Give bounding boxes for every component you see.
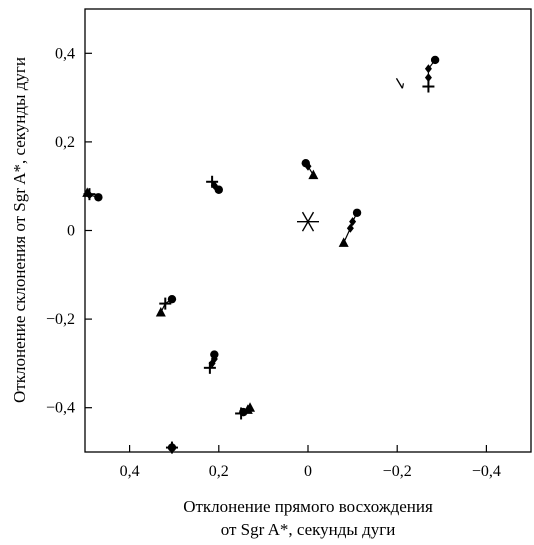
diamond-marker <box>424 64 432 74</box>
star-track <box>235 402 256 420</box>
y-tick-label: 0,4 <box>55 45 75 62</box>
star-track <box>301 158 319 180</box>
plus-marker <box>165 441 178 454</box>
star-track <box>82 187 103 202</box>
star-track <box>155 294 177 317</box>
diamond-marker <box>424 73 432 83</box>
x-axis-label-line1: Отклонение прямого восхождения <box>183 497 433 516</box>
x-tick-label: −0,2 <box>383 463 412 480</box>
x-tick-label: 0,2 <box>209 463 229 480</box>
x-tick-label: 0,4 <box>120 463 140 480</box>
star-track <box>203 350 219 374</box>
star-track <box>422 55 440 93</box>
tick-marker <box>395 77 405 89</box>
star-positions <box>82 55 440 454</box>
star-track <box>338 208 362 247</box>
x-tick-label: −0,4 <box>472 463 501 480</box>
x-tick-label: 0 <box>304 463 312 480</box>
circle-marker <box>352 208 362 217</box>
y-tick-label: −0,4 <box>46 400 75 417</box>
triangle-marker <box>155 306 166 317</box>
y-axis-ticks: 0,4 0,2 0 −0,2 −0,4 <box>46 45 92 417</box>
diamond-marker <box>304 161 312 171</box>
star-track <box>206 175 223 194</box>
triangle-marker <box>245 402 256 412</box>
triangle-marker <box>308 169 319 180</box>
sgr-a-star-center-marker <box>297 211 319 232</box>
y-axis-label: Отклонение склонения от Sgr A*, секунды … <box>10 57 29 403</box>
diamond-marker <box>346 223 354 233</box>
circle-marker <box>430 55 440 65</box>
plot-frame <box>84 8 532 453</box>
circle-marker <box>167 294 177 304</box>
plus-marker <box>203 361 216 374</box>
plus-marker <box>206 175 219 188</box>
diamond-marker <box>349 217 357 227</box>
triangle-marker <box>82 187 93 197</box>
plus-marker <box>422 80 435 93</box>
star-track-line <box>343 212 358 244</box>
y-tick-label: −0,2 <box>46 311 75 328</box>
y-tick-label: 0 <box>67 223 75 240</box>
y-tick-label: 0,2 <box>55 134 75 151</box>
x-axis-label-line2: от Sgr A*, секунды дуги <box>221 520 396 539</box>
circle-marker <box>214 185 223 194</box>
triangle-marker <box>338 237 349 247</box>
star-track <box>165 441 178 454</box>
plus-marker <box>159 297 172 310</box>
center-asterisk-marker <box>297 211 319 232</box>
plus-marker <box>83 188 96 201</box>
x-axis-ticks: 0,4 0,2 0 −0,2 −0,4 <box>120 445 501 480</box>
circle-marker <box>94 193 103 202</box>
star-track <box>395 77 405 89</box>
